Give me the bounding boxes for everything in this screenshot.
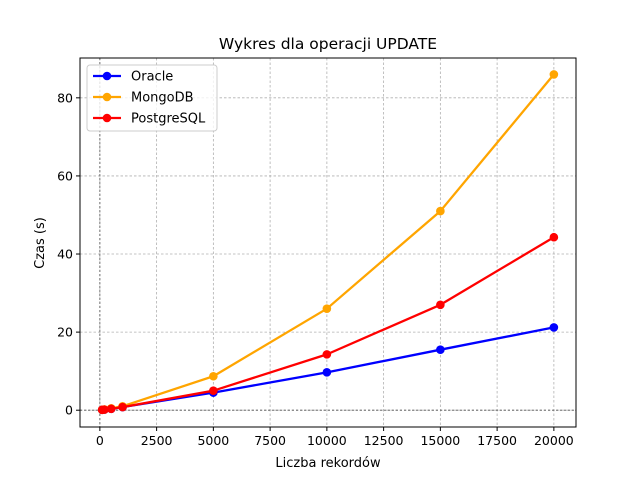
y-tick-label: 80: [57, 90, 73, 105]
data-point: [322, 350, 332, 359]
data-point: [118, 402, 127, 412]
legend-marker: [102, 71, 112, 81]
data-point: [436, 300, 445, 310]
legend-marker: [102, 113, 112, 123]
data-point: [209, 386, 218, 395]
legend-label: MongoDB: [131, 91, 194, 106]
x-tick-label: 20000: [534, 433, 574, 448]
x-axis-label: Liczba rekordów: [275, 456, 381, 471]
legend-entry: MongoDB: [93, 91, 194, 106]
x-tick-label: 12500: [364, 433, 404, 448]
y-axis-ticks: 0 20 40 60 80: [57, 90, 80, 418]
series-postgresql: [97, 232, 559, 415]
data-point: [549, 232, 559, 242]
x-axis-ticks: 0 2500 5000 7500 10000 12500 15000 17500 20000: [96, 427, 574, 448]
data-point: [322, 304, 332, 313]
series-oracle: [97, 323, 559, 415]
series-line: [102, 236, 555, 411]
legend-entry: PostgreSQL: [93, 112, 206, 127]
x-tick-label: 2500: [141, 433, 173, 448]
data-point: [436, 206, 445, 216]
data-point: [209, 371, 218, 381]
x-tick-label: 0: [96, 433, 104, 448]
legend-box: [86, 64, 218, 132]
x-tick-label: 15000: [420, 433, 460, 448]
x-tick-label: 10000: [307, 433, 347, 448]
plot-frame: [79, 57, 577, 428]
data-point: [100, 405, 109, 414]
series-group: [97, 70, 559, 415]
legend: Oracle MongoDB PostgreSQL: [86, 64, 218, 132]
y-tick-label: 0: [65, 403, 73, 418]
legend-label: Oracle: [131, 70, 173, 85]
y-tick-label: 60: [57, 168, 73, 183]
y-axis-label: Czas (s): [33, 217, 48, 269]
data-point: [106, 404, 116, 414]
data-point: [436, 345, 445, 354]
data-point: [549, 323, 559, 332]
chart-title: Wykres dla operacji UPDATE: [219, 35, 437, 53]
y-tick-label: 20: [57, 325, 73, 340]
x-tick-label: 5000: [197, 433, 229, 448]
x-tick-label: 7500: [254, 433, 286, 448]
legend-marker: [102, 92, 112, 102]
legend-entry: Oracle: [93, 70, 173, 85]
x-tick-label: 17500: [477, 433, 517, 448]
data-point: [322, 368, 332, 377]
legend-label: PostgreSQL: [131, 112, 206, 127]
y-tick-label: 40: [57, 247, 73, 262]
data-point: [549, 70, 559, 79]
